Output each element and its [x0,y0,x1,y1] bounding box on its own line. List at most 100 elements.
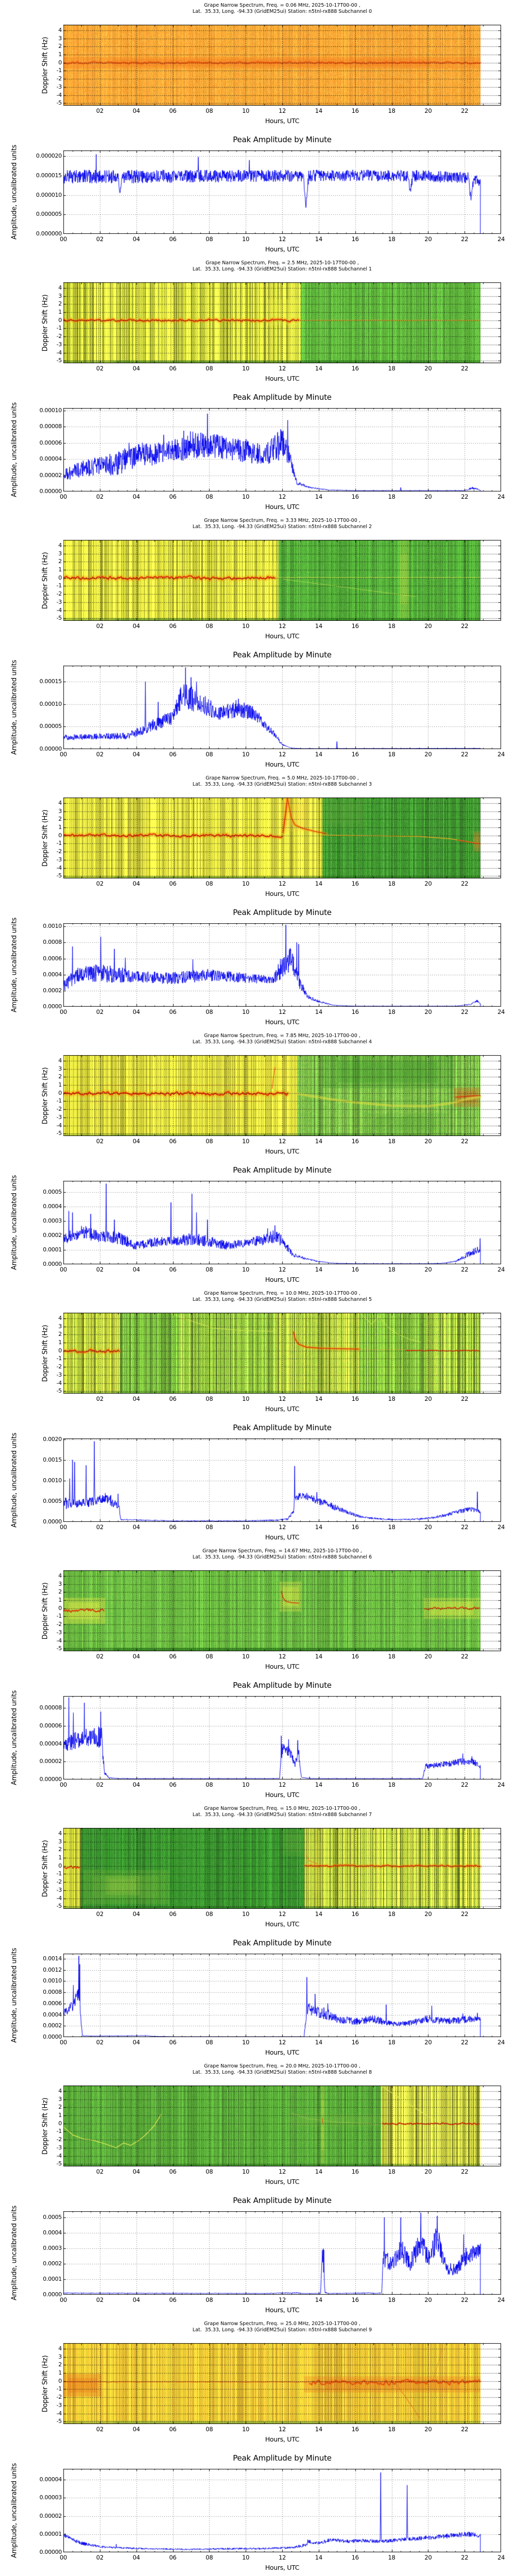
amplitude-plot [63,923,501,1007]
doppler-tick-label: 2 [58,43,62,50]
amplitude-xtick-label: 16 [351,1266,359,1273]
amplitude-xtick-label: 14 [315,751,322,758]
amplitude-xtick-label: 24 [497,1523,505,1531]
amplitude-plot [63,666,501,749]
amplitude-xtick-label: 22 [461,493,469,500]
amplitude-plot [63,1954,501,2037]
amplitude-canvas [63,1954,501,2037]
spectrogram-title-line2: Lat. 35.33, Long. -94.33 (GridEM25ui) St… [192,1039,372,1045]
amplitude-ytick-label: 0.00000 [39,745,62,752]
amplitude-xtick-label: 20 [424,493,432,500]
spectrogram-title-line2: Lat. 35.33, Long. -94.33 (GridEM25ui) St… [192,1554,372,1560]
doppler-tick-label: -2 [56,1621,62,1628]
amplitude-xtick-label: 14 [315,1008,322,1015]
amplitude-xtick-label: 04 [132,2039,140,2046]
amplitude-xtick-label: 10 [242,1523,250,1531]
amplitude-xtick-label: 04 [132,2554,140,2561]
spectrogram-xtick-label: 12 [278,107,286,114]
spectrogram-xtick-label: 04 [132,365,140,372]
spectrogram-title-line1: Grape Narrow Spectrum, Freq. = 0.06 MHz,… [204,3,360,8]
spectrogram-title-line1: Grape Narrow Spectrum, Freq. = 5.0 MHz, … [205,775,359,781]
amplitude-xtick-label: 06 [169,2039,177,2046]
doppler-tick-label: 0 [58,1347,62,1354]
amplitude-xtick-label: 00 [59,1523,67,1531]
spectrogram-xtick-label: 14 [315,2426,322,2433]
amplitude-ytick-label: 0.0010 [43,1977,62,1985]
amplitude-xtick-label: 02 [96,2039,104,2046]
amplitude-xtick-label: 16 [351,751,359,758]
amplitude-xtick-label: 02 [96,1266,104,1273]
spectrogram-xtick-label: 04 [132,1910,140,1918]
spectrogram-xtick-label: 02 [96,1910,104,1918]
amplitude-xtick-label: 00 [59,235,67,243]
doppler-tick-label: 4 [58,541,62,549]
amplitude-xtick-label: 22 [461,1781,469,1788]
spectrogram-xtick-label: 18 [388,365,396,372]
spectrogram-xtick-label: 10 [242,107,250,114]
amplitude-ytick-label: 0.0004 [43,971,62,978]
doppler-tick-label: 2 [58,2104,62,2111]
doppler-tick-label: -2 [56,333,62,340]
amplitude-xtick-label: 08 [205,2039,213,2046]
amplitude-ytick-label: 0.00004 [39,2476,62,2483]
doppler-tick-label: 4 [58,26,62,33]
amplitude-ytick-label: 0.0006 [43,1999,62,2007]
spectrogram-xlabel: Hours, UTC [265,1663,300,1670]
amplitude-ytick-label: 0.00010 [39,700,62,707]
amplitude-ytick-label: 0.0001 [43,1246,62,1253]
spectrogram-xtick-label: 18 [388,1653,396,1660]
amplitude-ytick-label: 0.0015 [43,1456,62,1463]
spectrogram-xtick-label: 14 [315,880,322,887]
amplitude-xtick-label: 00 [59,2039,67,2046]
amplitude-ytick-label: 0.00006 [39,439,62,446]
amplitude-xtick-label: 16 [351,1781,359,1788]
amplitude-xtick-label: 20 [424,751,432,758]
amplitude-canvas [63,923,501,1007]
amplitude-xtick-label: 00 [59,1781,67,1788]
amplitude-xtick-label: 04 [132,1523,140,1531]
amplitude-xlabel: Hours, UTC [265,1533,300,1541]
doppler-tick-label: 2 [58,300,62,308]
doppler-tick-label: 1 [58,2369,62,2377]
doppler-tick-label: -1 [56,325,62,332]
spectrogram-xtick-label: 08 [205,107,213,114]
amplitude-ytick-label: 0.0002 [43,987,62,994]
doppler-tick-label: 3 [58,807,62,815]
amplitude-ytick-label: 0.0004 [43,1203,62,1210]
amplitude-ytick-label: 0.00003 [39,2494,62,2501]
channel-block: Grape Narrow Spectrum, Freq. = 10.0 MHz,… [0,1288,515,1546]
amplitude-xtick-label: 24 [497,1781,505,1788]
spectrogram-xtick-label: 06 [169,1653,177,1660]
spectrogram-xtick-label: 08 [205,365,213,372]
amplitude-xtick-label: 24 [497,751,505,758]
amplitude-xtick-label: 12 [278,493,286,500]
amplitude-xtick-label: 18 [388,1008,396,1015]
amplitude-title: Peak Amplitude by Minute [233,650,332,659]
spectrogram-title-line2: Lat. 35.33, Long. -94.33 (GridEM25ui) St… [192,9,372,14]
amplitude-plot [63,150,501,234]
amplitude-xtick-label: 14 [315,1266,322,1273]
amplitude-xtick-label: 14 [315,235,322,243]
amplitude-ylabel: Amplitude, uncalibrated units [10,2463,19,2558]
doppler-tick-label: -3 [56,856,62,863]
amplitude-xtick-label: 24 [497,235,505,243]
spectrogram-xtick-label: 18 [388,622,396,630]
amplitude-xtick-label: 06 [169,1266,177,1273]
amplitude-ytick-label: 0.00000 [39,1776,62,1783]
spectrogram-plot [63,1570,501,1651]
amplitude-ylabel: Amplitude, uncalibrated units [10,402,19,498]
amplitude-xtick-label: 24 [497,2554,505,2561]
doppler-tick-label: 4 [58,2087,62,2094]
doppler-tick-label: -1 [56,1355,62,1362]
spectrogram-canvas [63,1055,501,1136]
doppler-tick-label: 2 [58,1073,62,1080]
spectrogram-canvas [63,282,501,363]
spectrogram-xtick-label: 18 [388,2168,396,2175]
doppler-tick-label: 1 [58,824,62,831]
amplitude-canvas [63,2211,501,2295]
amplitude-xtick-label: 10 [242,1781,250,1788]
channel-block: Grape Narrow Spectrum, Freq. = 3.33 MHz,… [0,515,515,773]
spectrogram-xtick-label: 06 [169,365,177,372]
spectrogram-xtick-label: 10 [242,2426,250,2433]
